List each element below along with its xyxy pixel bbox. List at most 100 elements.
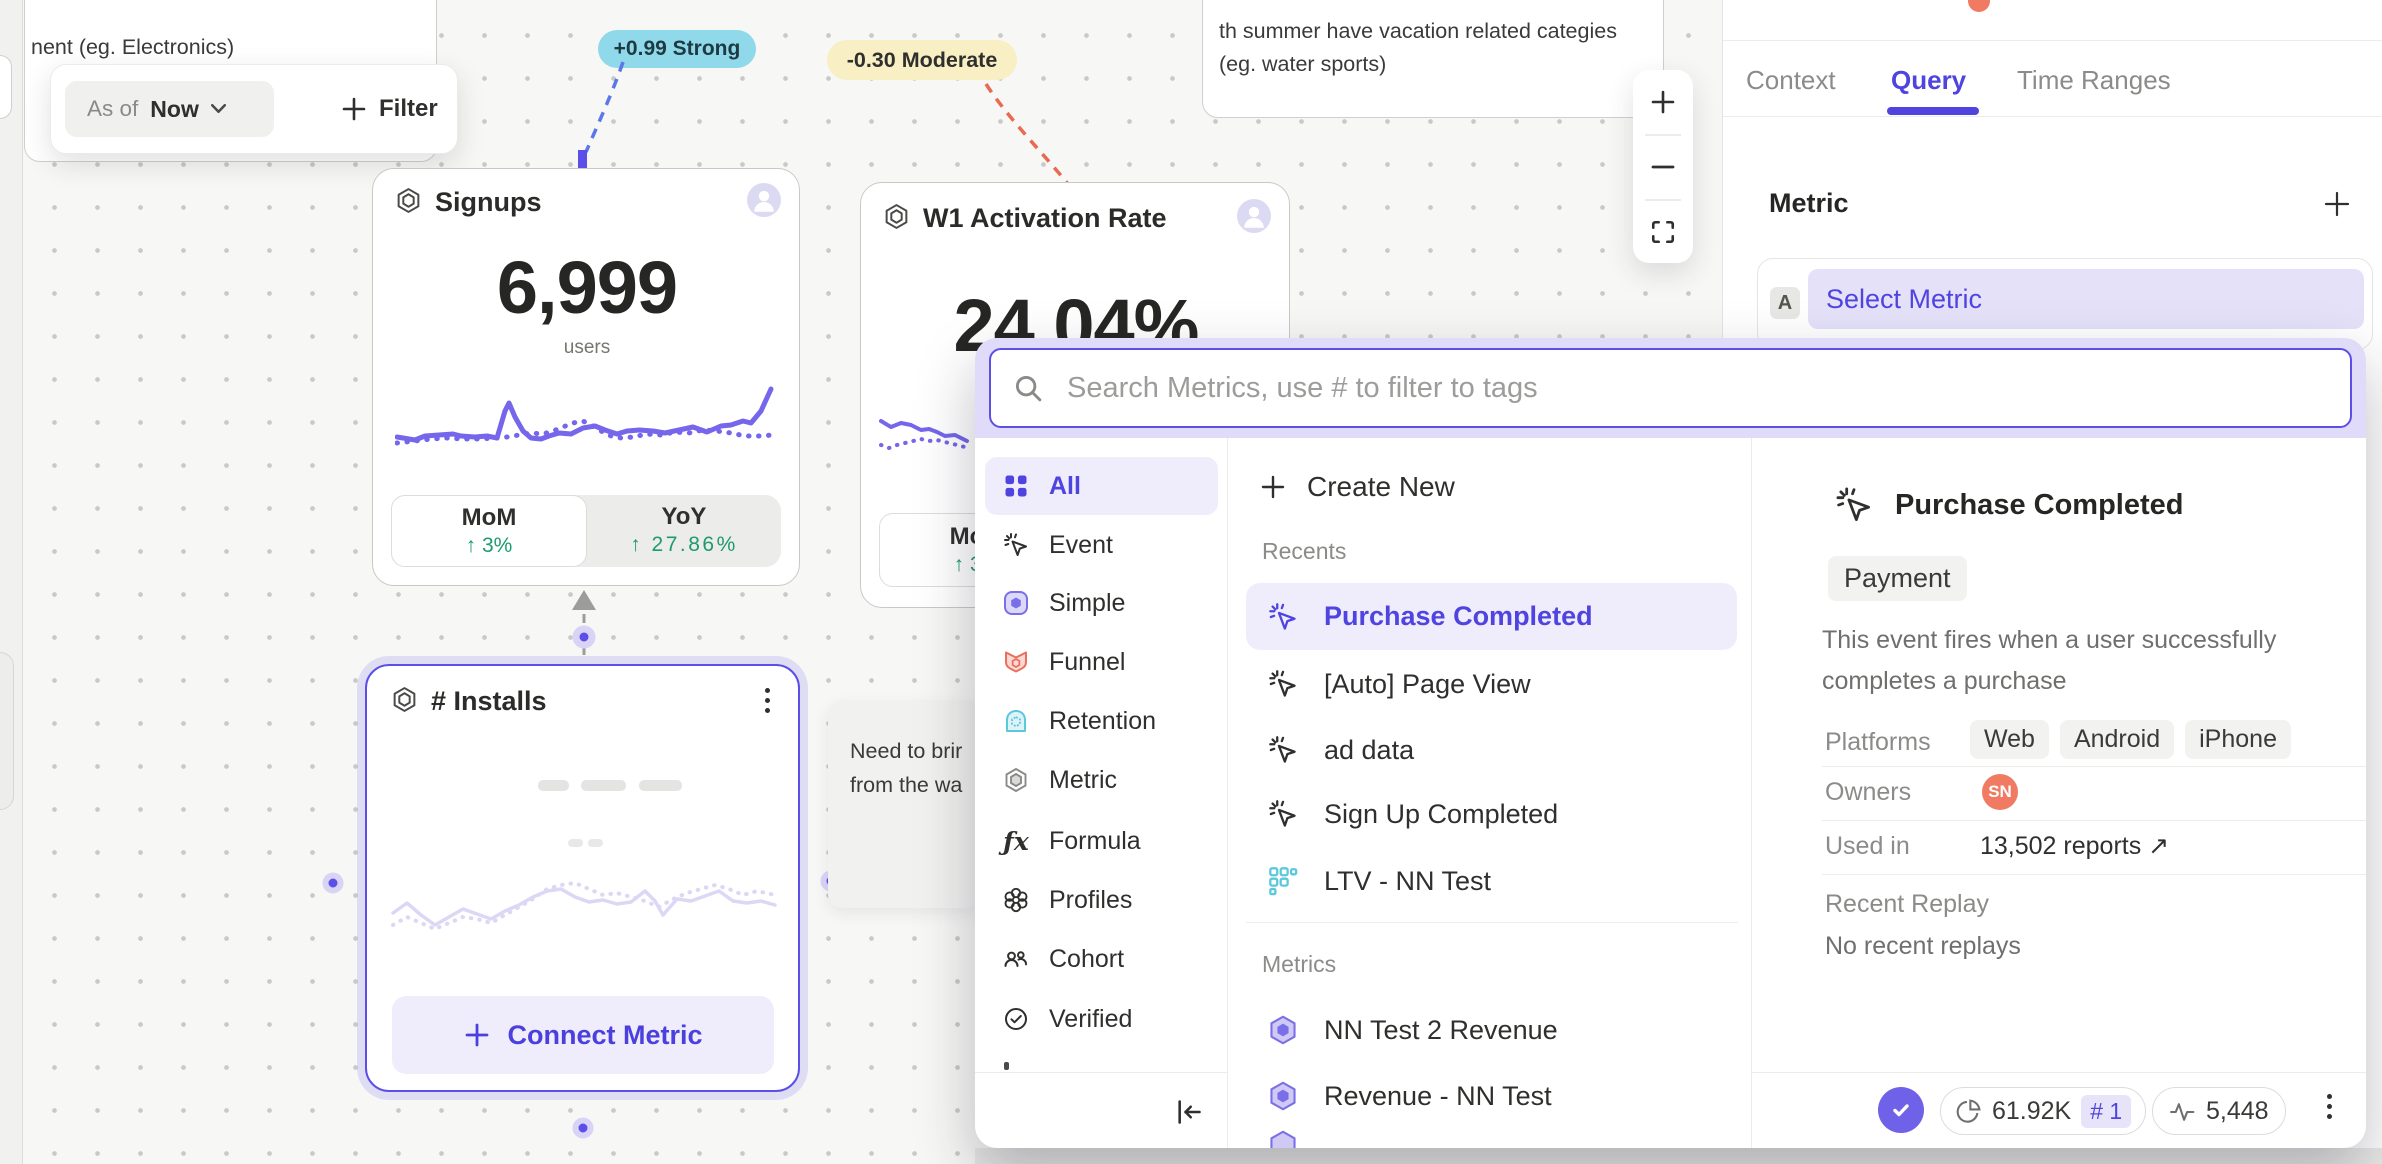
skeleton-dash (639, 780, 682, 791)
category-formula[interactable]: ƒx Formula (1003, 826, 1141, 856)
plus-icon (1651, 90, 1675, 114)
skeleton-dash (588, 839, 603, 847)
list-item-ad-data[interactable]: ad data (1246, 718, 1737, 782)
metric-hexagon-icon (885, 204, 908, 229)
list-item-nn-test-2-revenue[interactable]: NN Test 2 Revenue (1246, 998, 1737, 1062)
metric-hexagon-icon (393, 687, 416, 712)
list-column (1228, 438, 1752, 1148)
skeleton-dash (538, 780, 569, 791)
category-simple[interactable]: Simple (985, 574, 1218, 632)
metrics-section-label: Metrics (1262, 951, 1337, 977)
metric-value: 6,999 (496, 246, 678, 329)
metric-hexagon-icon (1270, 1081, 1296, 1111)
card-title: W1 Activation Rate (923, 203, 1167, 233)
metric-card-installs[interactable]: # Installs Connect Metric (365, 664, 800, 1092)
used-in-value[interactable]: 13,502 reports ↗ (1980, 832, 2170, 860)
yoy-value: ↑ 27.86% (630, 533, 738, 556)
metric-unit: users (563, 337, 611, 358)
category-all[interactable]: All (985, 457, 1218, 515)
connect-metric-button[interactable]: Connect Metric (392, 996, 774, 1074)
funnel-icon (1005, 651, 1027, 673)
tab-context[interactable]: Context (1746, 65, 1836, 95)
category-footer-divider (975, 1072, 1228, 1073)
avatar (747, 183, 781, 217)
profiles-flower-icon (1004, 887, 1028, 913)
simple-metric-icon (1004, 591, 1028, 615)
mom-value: ↑ 3% (465, 534, 513, 557)
create-new-button[interactable]: Create New (1259, 460, 1455, 514)
category-profiles[interactable]: Profiles (985, 871, 1218, 929)
as-of-now-dropdown[interactable]: As of Now (65, 81, 274, 137)
category-cohort[interactable]: Cohort (985, 930, 1218, 988)
plus-icon (2324, 191, 2350, 217)
sticky-note-middle[interactable]: Need to brir from the wa (828, 700, 980, 908)
yoy-toggle[interactable]: YoY ↑ 27.86% (587, 495, 781, 567)
category-verified[interactable]: Verified (985, 990, 1218, 1048)
pie-chart-icon (1956, 1098, 1981, 1123)
minus-icon (1651, 165, 1675, 169)
owner-avatar[interactable]: SN (1982, 774, 2018, 810)
series-letter-badge: A (1770, 287, 1800, 319)
list-item-purchase-completed[interactable]: Purchase Completed (1246, 583, 1737, 650)
metric-picker-modal: All Event Simple Funnel Retention Metric… (975, 338, 2366, 1148)
panel-tabs: Context Query Time Ranges (1723, 40, 2382, 117)
mom-toggle[interactable]: MoM ↑ 3% (391, 495, 587, 567)
zoom-out-button[interactable] (1633, 135, 1693, 199)
tab-query[interactable]: Query (1891, 65, 1967, 95)
note-line2: (eg. water sports) (1219, 52, 1387, 76)
notification-dot (1968, 0, 1990, 12)
metric-card-signups[interactable]: Signups 6,999 users MoM ↑ 3% YoY ↑ 27.86… (372, 168, 800, 586)
list-item-sign-up-completed[interactable]: Sign Up Completed (1246, 782, 1737, 846)
sticky-note-top-right[interactable]: th summer have vacation related categies… (1202, 0, 1664, 118)
add-metric-button[interactable] (2315, 182, 2359, 226)
metric-hexagon-icon (397, 188, 420, 213)
category-event[interactable]: Event (985, 516, 1218, 574)
search-input[interactable] (1065, 370, 2330, 406)
detail-tag[interactable]: Payment (1828, 556, 1967, 601)
detail-header: Purchase Completed (1835, 478, 2183, 532)
trend-chart (879, 419, 971, 451)
list-item-ltv-nn-test[interactable]: LTV - NN Test (1246, 849, 1737, 913)
category-column (975, 438, 1228, 1148)
plus-icon (466, 1023, 489, 1047)
metric-heading: Metric (1769, 188, 1849, 218)
category-retention[interactable]: Retention (985, 692, 1218, 750)
detail-description: This event fires when a user successfull… (1822, 626, 2277, 695)
search-box (989, 348, 2352, 428)
correlation-badge-moderate[interactable]: -0.30 Moderate (827, 40, 1017, 80)
filter-button[interactable]: Filter (341, 81, 438, 137)
events-count: 5,448 (2206, 1096, 2269, 1125)
offscreen-card-partial-top (0, 55, 12, 119)
fullscreen-icon (1651, 220, 1675, 243)
usage-stat-pill[interactable]: 61.92K # 1 (1940, 1087, 2147, 1135)
as-of-value: Now (150, 95, 199, 122)
plus-icon (342, 97, 366, 121)
collapse-sidebar-button[interactable] (1163, 1086, 1215, 1138)
select-metric-label: Select Metric (1826, 283, 1983, 314)
skeleton-dash (581, 780, 626, 791)
pulse-icon (2170, 1102, 2195, 1121)
kebab-menu-icon[interactable] (2327, 1094, 2332, 1119)
metric-hexagon-icon (1270, 1015, 1296, 1045)
category-metric[interactable]: Metric (985, 751, 1218, 809)
list-item-revenue-nn-test[interactable]: Revenue - NN Test (1246, 1064, 1737, 1128)
fit-screen-button[interactable] (1633, 200, 1693, 263)
platform-chip: Web (1970, 720, 2049, 759)
metric-hexagon-icon (1270, 1130, 1296, 1148)
as-of-label: As of (87, 96, 139, 121)
category-funnel[interactable]: Funnel (985, 633, 1218, 691)
search-icon (1015, 375, 1042, 402)
retention-icon (1006, 710, 1026, 732)
person-icon (754, 190, 774, 212)
avatar (1237, 199, 1271, 233)
list-item-auto-page-view[interactable]: [Auto] Page View (1246, 652, 1737, 716)
badge-moderate-label: -0.30 Moderate (846, 47, 998, 72)
kebab-menu-icon[interactable] (765, 688, 770, 713)
tab-time-ranges[interactable]: Time Ranges (2017, 65, 2171, 95)
used-in-label: Used in (1825, 832, 1910, 860)
select-metric-row[interactable]: Select Metric (1808, 269, 2364, 329)
zoom-in-button[interactable] (1633, 70, 1693, 134)
correlation-badge-strong[interactable]: +0.99 Strong (598, 30, 756, 68)
platforms-chips: Web Android iPhone (1970, 720, 2291, 759)
events-stat-pill[interactable]: 5,448 (2152, 1087, 2286, 1135)
